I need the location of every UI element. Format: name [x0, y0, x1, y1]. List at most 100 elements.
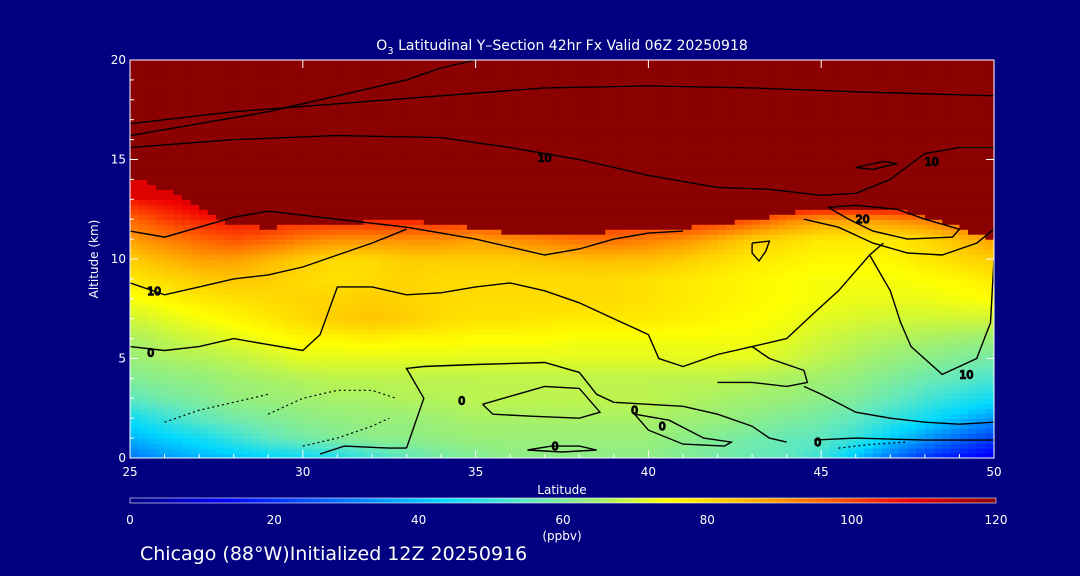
field-cell	[570, 333, 580, 340]
field-cell	[432, 69, 442, 76]
field-cell	[562, 433, 572, 439]
field-cell	[164, 124, 174, 131]
field-cell	[587, 189, 598, 195]
field-cell	[544, 114, 554, 121]
field-cell	[579, 318, 589, 325]
field-cell	[510, 159, 520, 166]
field-cell	[328, 214, 338, 220]
field-cell	[216, 79, 226, 86]
field-cell	[268, 443, 278, 449]
field-cell	[164, 244, 174, 250]
field-cell	[276, 263, 287, 270]
field-cell	[337, 234, 347, 240]
field-cell	[337, 273, 347, 280]
field-cell	[155, 348, 166, 355]
field-cell	[242, 149, 252, 156]
field-cell	[164, 443, 174, 449]
field-cell	[432, 214, 442, 220]
field-cell	[527, 244, 537, 250]
field-cell	[311, 219, 321, 225]
field-cell	[484, 194, 494, 200]
field-cell	[285, 298, 295, 305]
field-cell	[199, 393, 209, 399]
field-cell	[449, 89, 459, 96]
field-cell	[389, 438, 399, 444]
field-cell	[518, 368, 529, 375]
field-cell	[199, 358, 209, 365]
field-cell	[570, 114, 580, 121]
field-cell	[466, 69, 477, 76]
field-cell	[354, 323, 364, 330]
field-cell	[484, 149, 494, 156]
field-cell	[242, 139, 252, 146]
field-cell	[371, 89, 382, 96]
field-cell	[173, 378, 183, 384]
field-cell	[570, 89, 580, 96]
field-cell	[285, 214, 295, 220]
field-cell	[285, 413, 295, 419]
field-cell	[501, 124, 511, 131]
field-cell	[570, 268, 580, 275]
field-cell	[458, 64, 468, 71]
field-cell	[631, 363, 641, 370]
field-cell	[648, 273, 658, 280]
field-cell	[596, 84, 606, 91]
field-cell	[130, 393, 140, 399]
field-cell	[294, 283, 304, 290]
field-cell	[587, 453, 598, 458]
field-cell	[302, 288, 313, 295]
field-cell	[363, 358, 373, 365]
field-cell	[441, 293, 451, 300]
field-cell	[302, 428, 313, 434]
field-cell	[337, 109, 347, 116]
field-cell	[458, 109, 468, 116]
field-cell	[181, 298, 192, 305]
field-cell	[173, 104, 183, 111]
field-cell	[233, 393, 243, 399]
field-cell	[458, 278, 468, 285]
field-cell	[259, 94, 269, 101]
field-cell	[570, 303, 580, 310]
field-cell	[371, 373, 382, 379]
field-cell	[415, 244, 425, 250]
field-cell	[423, 353, 433, 360]
field-cell	[380, 99, 390, 106]
field-cell	[389, 129, 399, 136]
field-cell	[164, 64, 174, 71]
field-cell	[130, 139, 140, 146]
field-cell	[285, 69, 295, 76]
field-cell	[155, 303, 166, 310]
field-cell	[449, 124, 459, 131]
field-cell	[138, 259, 148, 265]
field-cell	[346, 254, 356, 260]
field-cell	[553, 453, 563, 458]
field-cell	[164, 438, 174, 444]
field-cell	[311, 89, 321, 96]
field-cell	[432, 174, 442, 181]
field-cell	[173, 119, 183, 126]
field-cell	[371, 189, 382, 195]
field-cell	[164, 249, 174, 255]
field-cell	[544, 219, 554, 225]
field-cell	[579, 378, 589, 384]
field-cell	[423, 254, 433, 260]
field-cell	[216, 169, 226, 176]
field-cell	[596, 60, 606, 66]
field-cell	[544, 348, 554, 355]
field-cell	[259, 428, 269, 434]
field-cell	[596, 418, 606, 424]
field-cell	[138, 229, 148, 235]
field-cell	[320, 283, 330, 290]
field-cell	[285, 438, 295, 444]
field-cell	[397, 408, 408, 414]
field-cell	[458, 283, 468, 290]
field-cell	[475, 169, 485, 176]
field-cell	[328, 413, 338, 419]
field-cell	[207, 358, 217, 365]
field-cell	[138, 60, 148, 66]
field-cell	[527, 124, 537, 131]
field-cell	[622, 209, 632, 215]
field-cell	[596, 109, 606, 116]
field-cell	[441, 149, 451, 156]
field-cell	[423, 283, 433, 290]
